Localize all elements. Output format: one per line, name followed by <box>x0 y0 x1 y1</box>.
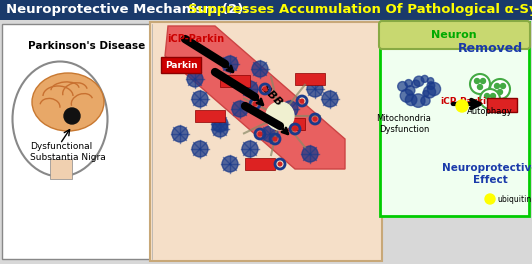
FancyBboxPatch shape <box>0 20 532 264</box>
Circle shape <box>242 141 258 157</box>
Circle shape <box>212 116 228 132</box>
Circle shape <box>322 91 338 107</box>
FancyBboxPatch shape <box>379 21 530 49</box>
Circle shape <box>431 85 439 93</box>
Ellipse shape <box>12 62 107 177</box>
Circle shape <box>302 146 318 162</box>
Circle shape <box>420 88 434 101</box>
Circle shape <box>403 93 410 100</box>
Text: Autophagy: Autophagy <box>467 106 513 116</box>
Circle shape <box>491 93 495 98</box>
Circle shape <box>480 89 500 109</box>
FancyBboxPatch shape <box>195 110 225 122</box>
Text: Mitochondria
Dysfunction: Mitochondria Dysfunction <box>377 114 431 134</box>
Circle shape <box>192 141 208 157</box>
Circle shape <box>485 194 495 204</box>
FancyBboxPatch shape <box>50 159 72 179</box>
FancyBboxPatch shape <box>150 22 382 261</box>
Text: Neuron: Neuron <box>431 30 477 40</box>
FancyBboxPatch shape <box>161 57 201 73</box>
Circle shape <box>495 83 500 88</box>
Circle shape <box>421 77 427 83</box>
Circle shape <box>414 90 425 101</box>
FancyBboxPatch shape <box>0 0 532 20</box>
Ellipse shape <box>32 73 104 131</box>
Circle shape <box>490 79 510 99</box>
Circle shape <box>300 98 304 103</box>
Circle shape <box>428 88 439 99</box>
Text: Suppresses Accumulation Of Pathological α-Synuclein: Suppresses Accumulation Of Pathological … <box>188 3 532 16</box>
Circle shape <box>272 136 278 142</box>
FancyBboxPatch shape <box>220 75 250 87</box>
Circle shape <box>410 78 419 87</box>
Circle shape <box>402 84 415 97</box>
Text: ubiquitin: ubiquitin <box>497 195 531 204</box>
Circle shape <box>456 100 468 112</box>
Text: Neuroprotective
Effect: Neuroprotective Effect <box>442 163 532 185</box>
Circle shape <box>419 91 427 100</box>
Circle shape <box>222 156 238 172</box>
Circle shape <box>485 93 489 98</box>
Circle shape <box>307 81 323 97</box>
Circle shape <box>422 80 430 88</box>
Text: Removed: Removed <box>458 43 522 55</box>
Circle shape <box>414 73 422 81</box>
FancyBboxPatch shape <box>380 22 529 216</box>
Circle shape <box>232 101 248 117</box>
Circle shape <box>222 56 238 72</box>
Circle shape <box>262 126 278 142</box>
Circle shape <box>426 81 435 91</box>
Circle shape <box>64 108 80 124</box>
Circle shape <box>262 87 268 92</box>
Text: iCP-Parkin: iCP-Parkin <box>167 34 224 44</box>
Circle shape <box>480 78 486 83</box>
FancyBboxPatch shape <box>295 73 325 85</box>
FancyBboxPatch shape <box>2 24 150 259</box>
Text: Parkin: Parkin <box>165 60 197 69</box>
Circle shape <box>257 131 262 136</box>
Circle shape <box>242 81 258 97</box>
FancyBboxPatch shape <box>245 158 275 170</box>
Circle shape <box>478 84 483 89</box>
Circle shape <box>252 61 268 77</box>
Circle shape <box>212 121 228 137</box>
Circle shape <box>405 84 413 91</box>
Circle shape <box>253 101 257 106</box>
Circle shape <box>501 83 505 88</box>
Text: Dysfunctional
Substantia Nigra: Dysfunctional Substantia Nigra <box>30 142 106 162</box>
Circle shape <box>293 126 297 131</box>
Circle shape <box>470 74 490 94</box>
FancyBboxPatch shape <box>487 98 517 112</box>
Circle shape <box>487 100 493 105</box>
Circle shape <box>312 116 318 121</box>
Circle shape <box>401 76 414 89</box>
Circle shape <box>266 102 294 130</box>
Circle shape <box>497 89 503 95</box>
Circle shape <box>282 101 298 117</box>
Circle shape <box>475 78 479 83</box>
Circle shape <box>187 71 203 87</box>
Text: Neuroprotective Mechanism (2):: Neuroprotective Mechanism (2): <box>6 3 253 16</box>
Circle shape <box>278 162 282 167</box>
Text: iCP-Parkin: iCP-Parkin <box>440 97 493 106</box>
Polygon shape <box>165 26 345 169</box>
Circle shape <box>192 91 208 107</box>
Text: Parkinson's Disease: Parkinson's Disease <box>28 41 145 51</box>
Circle shape <box>406 95 416 105</box>
Circle shape <box>172 126 188 142</box>
FancyBboxPatch shape <box>275 118 305 130</box>
Text: BBB: BBB <box>260 83 285 109</box>
